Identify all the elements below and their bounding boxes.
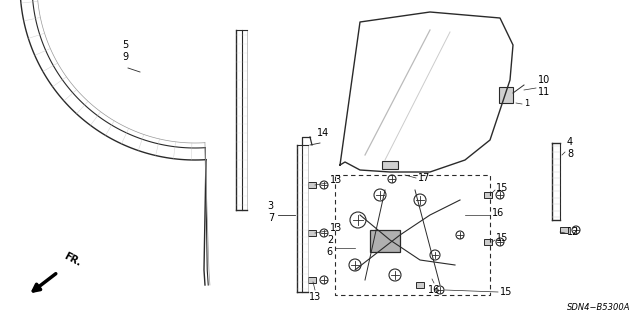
Bar: [308, 277, 316, 283]
Text: 17: 17: [418, 173, 430, 183]
Bar: [560, 227, 568, 233]
Text: 13: 13: [330, 175, 342, 185]
Text: 16: 16: [428, 285, 440, 295]
Bar: [382, 161, 398, 169]
Bar: [484, 239, 492, 245]
Text: 15: 15: [496, 183, 508, 193]
Bar: [416, 282, 424, 288]
Text: 15: 15: [500, 287, 513, 297]
Text: 2
6: 2 6: [327, 235, 333, 257]
Bar: [308, 230, 316, 236]
Text: 14: 14: [317, 128, 329, 138]
Text: SDN4−B5300A: SDN4−B5300A: [566, 303, 630, 312]
Text: 13: 13: [309, 292, 321, 302]
Text: 13: 13: [330, 223, 342, 233]
Text: 16: 16: [492, 208, 504, 218]
Text: 1: 1: [524, 100, 529, 108]
Bar: [308, 182, 316, 188]
Text: 10
11: 10 11: [538, 75, 550, 97]
Bar: [499, 87, 513, 103]
Bar: [370, 230, 400, 252]
Text: FR.: FR.: [62, 251, 83, 268]
Text: 12: 12: [567, 227, 579, 237]
Text: 15: 15: [496, 233, 508, 243]
Bar: [484, 192, 492, 198]
Text: 4
8: 4 8: [567, 137, 573, 159]
Text: 5
9: 5 9: [122, 41, 128, 62]
Text: 3
7: 3 7: [268, 201, 274, 223]
